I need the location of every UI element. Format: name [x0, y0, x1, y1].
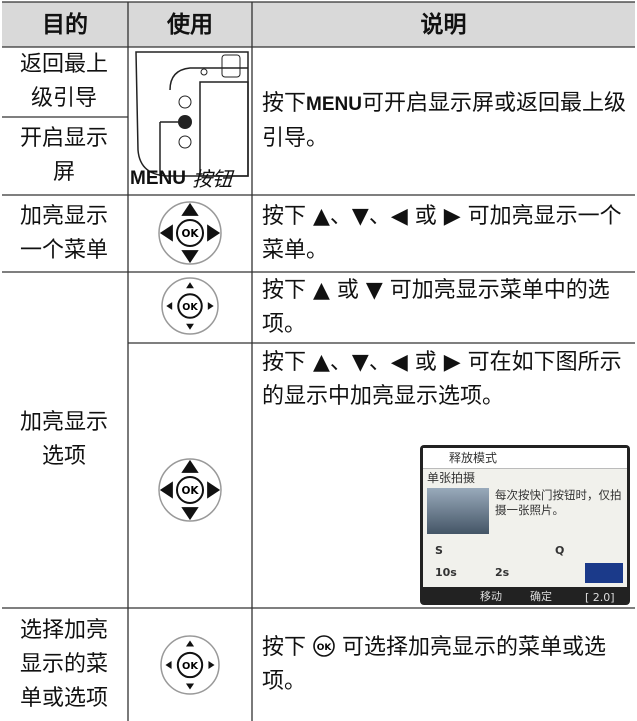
description: 按下 ▲、▼、◀ 或 ▶ 可加亮显示一个菜单。	[262, 203, 622, 263]
ok-label: OK	[181, 485, 199, 497]
ok-label: OK	[181, 228, 199, 240]
screen-icon: 2s	[495, 566, 510, 579]
screen-icon: Q	[555, 544, 565, 557]
dpad-arrow	[186, 282, 194, 289]
camera-illustration	[135, 51, 249, 177]
camera-screen: 释放模式 单张拍摄 每次按快门按钮时，仅拍摄一张照片。 S Q 10s 2s 移…	[420, 445, 630, 605]
screen-photo	[427, 488, 489, 534]
dpad-arrow	[181, 250, 199, 264]
screen-icon: 10s	[435, 566, 457, 579]
description: 按下 ▲ 或 ▼ 可加亮显示菜单中的选项。	[262, 277, 610, 337]
dpad-arrow	[186, 323, 194, 330]
button-name: MENU	[130, 168, 186, 189]
dpad-center	[175, 218, 205, 248]
screen-footer: [ 2.0]	[585, 591, 615, 604]
dpad-icon: OK	[161, 277, 219, 335]
dpad-icon: OK	[160, 635, 220, 695]
dpad-arrow	[185, 640, 195, 647]
screen-icon: S	[435, 544, 443, 557]
description: 按下 ▲、▼、◀ 或 ▶ 可在如下图所示的显示中加亮显示选项。	[262, 350, 622, 409]
dpad-center	[175, 475, 205, 505]
dpad-icon: OK	[158, 458, 222, 522]
button-caption: MENU 按钮	[130, 164, 252, 194]
dpad-center	[176, 651, 204, 679]
dpad-arrow	[181, 507, 199, 521]
dpad-arrow	[181, 459, 199, 473]
text: 可开启显示屏或返回最上级引导。	[262, 90, 626, 151]
text: 可选择加亮显示的菜单或选项。	[262, 634, 607, 694]
text: 按下	[262, 90, 307, 116]
description: 按下 OK 可选择加亮显示的菜单或选项。	[262, 608, 630, 721]
purpose: 开启显示屏	[19, 126, 108, 185]
dpad-arrow	[207, 481, 221, 499]
purpose: 加亮显示选项	[19, 410, 108, 469]
screen-mode: 单张拍摄	[427, 471, 476, 485]
header-purpose: 目的	[42, 11, 88, 38]
dpad-arrow	[208, 660, 215, 670]
screen-hint: 每次按快门按钮时，仅拍摄一张照片。	[495, 488, 622, 517]
purpose: 返回最上级引导	[19, 52, 108, 111]
dpad-arrow	[207, 224, 221, 242]
dpad-arrow	[165, 660, 172, 670]
screen-footer: 移动	[480, 590, 502, 603]
dpad-arrow	[185, 683, 195, 690]
purpose: 加亮显示一个菜单	[19, 203, 108, 263]
dpad-arrow	[207, 302, 214, 310]
dpad-arrow	[159, 224, 173, 242]
description: 按下MENU可开启显示屏或返回最上级引导。	[262, 47, 632, 195]
dpad-arrow	[166, 302, 173, 310]
screen-back	[585, 563, 623, 583]
menu-text: MENU	[306, 93, 362, 115]
screen-panel: 释放模式 单张拍摄 每次按快门按钮时，仅拍摄一张照片。 S Q 10s 2s	[423, 448, 627, 587]
screen-footer: 确定	[530, 590, 552, 603]
ok-label: OK	[182, 302, 198, 313]
ok-icon: OK	[313, 634, 335, 657]
purpose: 选择加亮显示的菜单或选项	[19, 617, 108, 711]
header-bg	[2, 2, 635, 47]
caption-text: 按钮	[192, 167, 233, 191]
ok-label: OK	[182, 661, 198, 672]
ok-label: OK	[317, 643, 333, 653]
dpad-arrow	[159, 481, 173, 499]
dpad-center	[177, 293, 203, 319]
header-description: 说明	[420, 11, 467, 38]
dpad-arrow	[181, 202, 199, 216]
text: 按下	[262, 634, 307, 660]
dpad-icon: OK	[158, 201, 222, 265]
header-use: 使用	[167, 11, 213, 38]
screen-title: 释放模式	[423, 448, 627, 469]
